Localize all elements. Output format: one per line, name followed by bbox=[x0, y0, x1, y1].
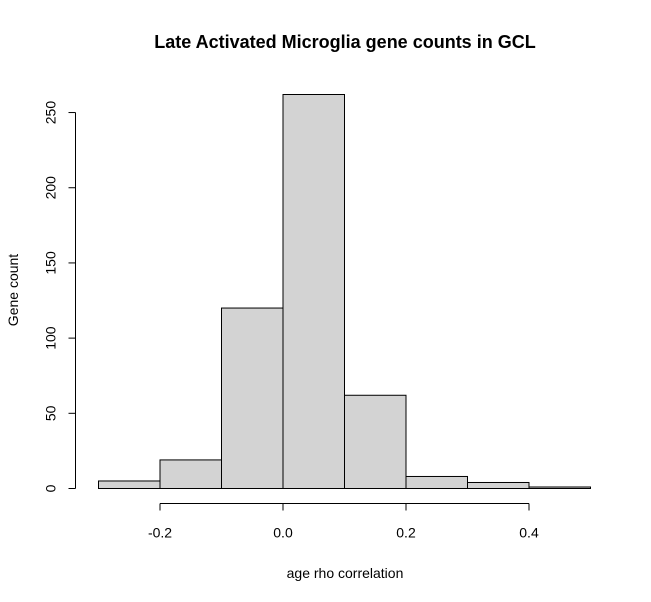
x-tick-label: 0.2 bbox=[396, 525, 416, 541]
y-tick-label: 250 bbox=[43, 101, 59, 125]
x-tick-label: -0.2 bbox=[148, 525, 172, 541]
y-tick-label: 50 bbox=[43, 405, 59, 421]
bars-group bbox=[98, 94, 591, 490]
x-tick-label: 0.4 bbox=[519, 525, 539, 541]
y-tick-label: 150 bbox=[43, 251, 59, 275]
histogram-bar-0 bbox=[98, 480, 161, 490]
histogram-bar-2 bbox=[221, 307, 284, 489]
histogram-bar-4 bbox=[344, 394, 407, 490]
histogram-bar-1 bbox=[159, 459, 222, 490]
histogram-bar-6 bbox=[467, 481, 530, 490]
y-axis: 0 50 100 150 200 250 bbox=[43, 101, 76, 492]
y-tick-label: 0 bbox=[43, 484, 59, 492]
chart-title: Late Activated Microglia gene counts in … bbox=[154, 32, 535, 52]
histogram-bar-3 bbox=[282, 94, 345, 489]
x-axis-label: age rho correlation bbox=[287, 565, 404, 581]
y-axis-label: Gene count bbox=[5, 254, 21, 326]
x-axis: -0.2 0.0 0.2 0.4 bbox=[148, 503, 539, 541]
histogram-bar-7 bbox=[528, 486, 591, 490]
histogram-bar-5 bbox=[405, 475, 468, 489]
x-tick-label: 0.0 bbox=[273, 525, 293, 541]
y-tick-label: 200 bbox=[43, 176, 59, 200]
y-tick-label: 100 bbox=[43, 326, 59, 350]
